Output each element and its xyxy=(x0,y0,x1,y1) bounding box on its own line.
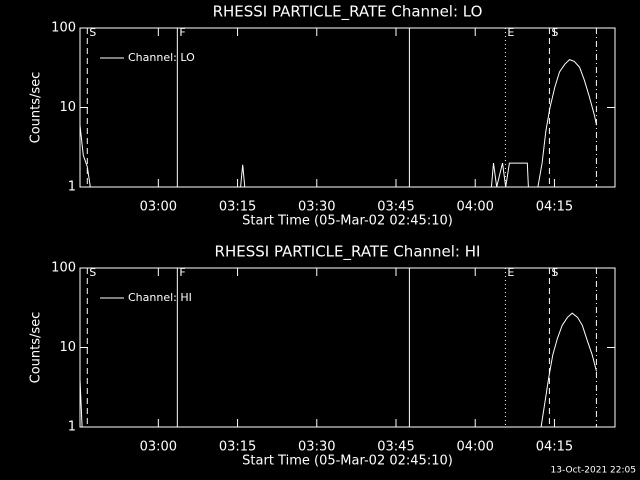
y-tick-label: 1 xyxy=(68,420,76,435)
x-axis-label: Start Time (05-Mar-02 02:45:10) xyxy=(242,454,453,469)
x-tick-label: 03:45 xyxy=(377,200,414,215)
x-tick-label: 03:00 xyxy=(140,440,177,455)
time-marker-label: S xyxy=(89,266,96,279)
time-marker-label: S xyxy=(551,26,558,39)
time-marker-label: S xyxy=(551,266,558,279)
time-marker-label: F xyxy=(179,26,185,39)
x-tick-label: 04:00 xyxy=(456,440,493,455)
data-line xyxy=(79,312,597,428)
legend-label: Channel: HI xyxy=(128,291,192,304)
x-tick-label: 03:30 xyxy=(298,200,335,215)
chart-title: RHESSI PARTICLE_RATE Channel: LO xyxy=(213,3,483,22)
data-line xyxy=(79,59,597,188)
y-tick-label: 10 xyxy=(59,340,76,355)
y-tick-label: 100 xyxy=(51,21,76,36)
y-axis-label: Counts/sec xyxy=(29,72,44,144)
x-tick-label: 03:30 xyxy=(298,440,335,455)
x-tick-label: 03:00 xyxy=(140,200,177,215)
x-tick-label: 03:45 xyxy=(377,440,414,455)
legend-label: Channel: LO xyxy=(128,51,195,64)
y-tick-label: 1 xyxy=(68,180,76,195)
y-axis-label: Counts/sec xyxy=(29,312,44,384)
time-marker-label: E xyxy=(507,26,514,39)
time-marker-label: S xyxy=(89,26,96,39)
x-tick-label: 04:15 xyxy=(536,200,573,215)
y-tick-label: 10 xyxy=(59,100,76,115)
x-tick-label: 04:15 xyxy=(536,440,573,455)
y-tick-label: 100 xyxy=(51,261,76,276)
time-marker-label: F xyxy=(179,266,185,279)
time-marker-label: E xyxy=(507,266,514,279)
chart-title: RHESSI PARTICLE_RATE Channel: HI xyxy=(215,243,481,262)
x-tick-label: 03:15 xyxy=(219,440,256,455)
footer: 13-Oct-2021 22:05 xyxy=(551,466,636,476)
x-tick-label: 04:00 xyxy=(456,200,493,215)
x-axis-label: Start Time (05-Mar-02 02:45:10) xyxy=(242,214,453,229)
x-tick-label: 03:15 xyxy=(219,200,256,215)
